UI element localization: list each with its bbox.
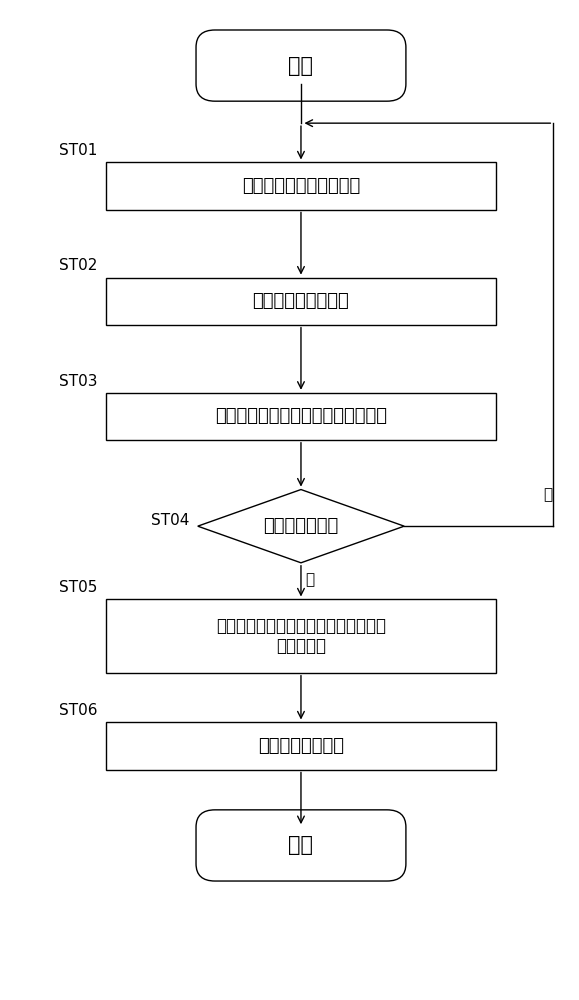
Bar <box>106 278 496 325</box>
FancyBboxPatch shape <box>196 30 406 101</box>
Text: 用于检测系缆桩系缆的图像识别处理: 用于检测系缆桩系缆的图像识别处理 <box>215 407 387 425</box>
Bar <box>106 162 496 210</box>
Text: 结束: 结束 <box>288 835 313 855</box>
Text: ST06: ST06 <box>59 703 97 718</box>
Text: 系缆桩完成系缆，并将其存储在系缆识
别数据库中: 系缆桩完成系缆，并将其存储在系缆识 别数据库中 <box>216 617 386 655</box>
Text: 输出系缆完成结果: 输出系缆完成结果 <box>258 737 344 755</box>
FancyBboxPatch shape <box>196 810 406 881</box>
Text: ST04: ST04 <box>151 513 189 528</box>
Polygon shape <box>198 490 404 563</box>
Text: ST03: ST03 <box>59 374 97 389</box>
Text: ST01: ST01 <box>59 143 97 158</box>
Bar <box>106 393 496 440</box>
Text: 否: 否 <box>543 488 552 503</box>
Text: ST02: ST02 <box>59 258 97 273</box>
Text: ST05: ST05 <box>59 580 97 595</box>
Text: 获取系缆桩视频图像信息: 获取系缆桩视频图像信息 <box>242 177 360 195</box>
Text: 是否系缆完成？: 是否系缆完成？ <box>263 517 339 535</box>
Bar <box>106 722 496 770</box>
Text: 提取系缆桩属性信息: 提取系缆桩属性信息 <box>252 292 349 310</box>
Text: 是: 是 <box>305 572 314 587</box>
Text: 开始: 开始 <box>288 56 313 76</box>
Bar <box>106 599 496 673</box>
